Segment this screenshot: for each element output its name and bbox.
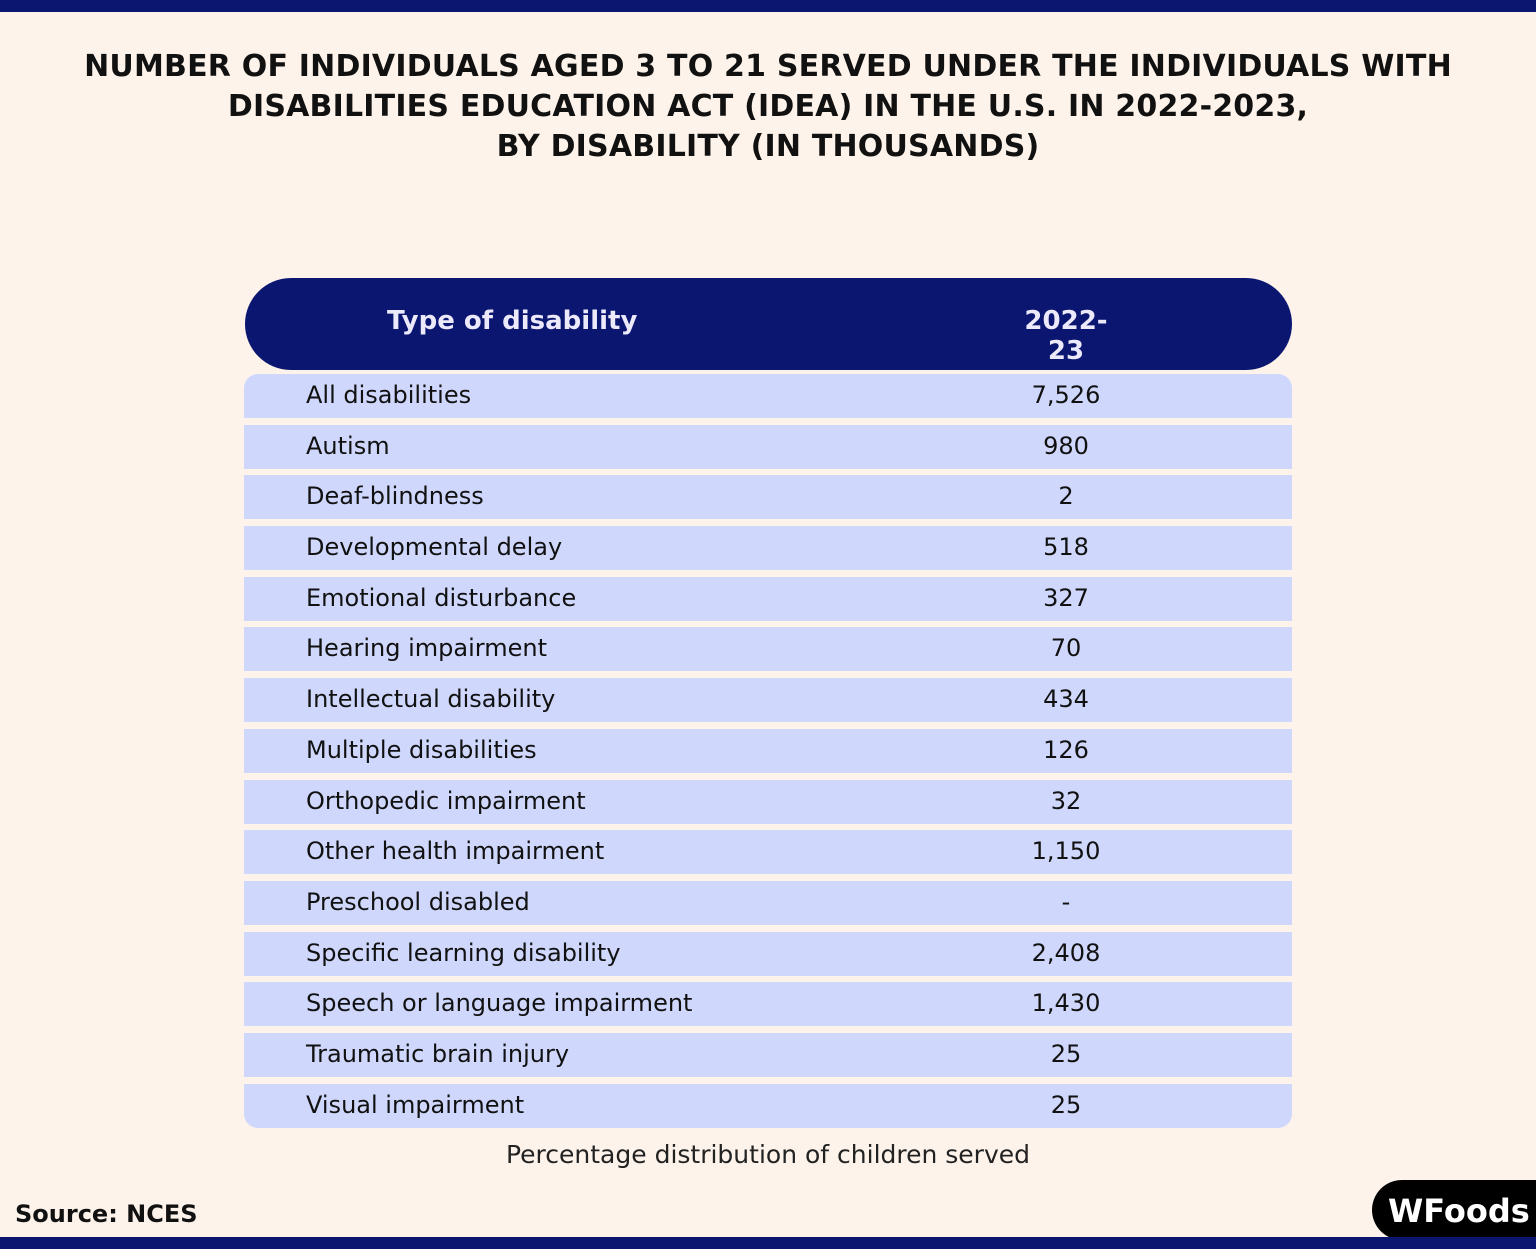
disability-count: 126 — [1043, 735, 1089, 764]
disability-count: 2 — [1058, 482, 1074, 511]
title-line-2: DISABILITIES EDUCATION ACT (IDEA) IN THE… — [227, 89, 1309, 124]
logo-text: WFoods — [1388, 1192, 1530, 1230]
table-row: Emotional disturbance 327 — [244, 576, 1292, 621]
disability-type: Visual impairment — [306, 1090, 525, 1119]
disability-count: 434 — [1043, 685, 1089, 714]
table-header: Type of disability 2022-23 — [245, 278, 1292, 370]
disability-type: Hearing impairment — [306, 634, 547, 663]
caption: Percentage distribution of children serv… — [505, 1140, 1031, 1169]
table-row: Multiple disabilities 126 — [244, 728, 1292, 773]
table-row: Other health impairment 1,150 — [244, 830, 1292, 875]
table-body: All disabilities 7,526 Autism 980 Deaf-blind… — [244, 374, 1292, 1134]
title-line-1: NUMBER OF INDIVIDUALS AGED 3 TO 21 SERVE… — [84, 49, 1452, 84]
wfoods-logo: WFoods — [1372, 1180, 1536, 1240]
disability-type: Intellectual disability — [306, 685, 556, 714]
disability-count: 32 — [1050, 786, 1082, 815]
table-row: Autism 980 — [244, 424, 1292, 469]
disability-count: 70 — [1050, 634, 1082, 663]
disability-type: Multiple disabilities — [306, 735, 537, 764]
disability-type: Preschool disabled — [306, 887, 530, 916]
disability-type: Traumatic brain injury — [306, 1039, 570, 1068]
disability-count: 327 — [1043, 583, 1089, 612]
table-row: Preschool disabled - — [244, 880, 1292, 925]
table-row: Visual impairment 25 — [244, 1083, 1292, 1128]
table-row: Intellectual disability 434 — [244, 678, 1292, 723]
table-row: Orthopedic impairment 32 — [244, 779, 1292, 824]
table-row: Speech or language impairment 1,430 — [244, 982, 1292, 1027]
disability-type: All disabilities — [306, 381, 472, 409]
disability-count: 25 — [1050, 1090, 1082, 1119]
disability-type: Orthopedic impairment — [306, 786, 586, 815]
disability-type: Emotional disturbance — [306, 583, 577, 612]
column-header-type: Type of disability — [387, 306, 638, 336]
disability-type: Speech or language impairment — [306, 989, 693, 1018]
disability-count: 980 — [1043, 431, 1089, 460]
table-row: Hearing impairment 70 — [244, 627, 1292, 672]
table-row: Specific learning disability 2,408 — [244, 931, 1292, 976]
column-header-year: 2022-23 — [1024, 306, 1108, 366]
disability-count: 1,430 — [1031, 989, 1101, 1018]
disability-count: - — [1061, 887, 1071, 916]
table-row: Developmental delay 518 — [244, 526, 1292, 571]
disability-count: 2,408 — [1031, 938, 1101, 967]
chart-title: NUMBER OF INDIVIDUALS AGED 3 TO 21 SERVE… — [20, 47, 1516, 167]
disability-count: 25 — [1050, 1039, 1082, 1068]
table-row: Traumatic brain injury 25 — [244, 1032, 1292, 1077]
table-row: Deaf-blindness 2 — [244, 475, 1292, 520]
title-line-3: BY DISABILITY (IN THOUSANDS) — [496, 129, 1040, 164]
bottom-border — [0, 1237, 1536, 1249]
disability-type: Deaf-blindness — [306, 482, 484, 511]
table-row: All disabilities 7,526 — [244, 374, 1292, 418]
disability-type: Autism — [306, 431, 390, 460]
disability-count: 518 — [1043, 533, 1089, 562]
disability-count: 7,526 — [1031, 381, 1101, 409]
disability-type: Other health impairment — [306, 837, 605, 866]
top-border — [0, 0, 1536, 12]
disability-type: Specific learning disability — [306, 938, 621, 967]
disability-type: Developmental delay — [306, 533, 563, 562]
disability-count: 1,150 — [1031, 837, 1101, 866]
source: Source: NCES — [15, 1200, 198, 1228]
